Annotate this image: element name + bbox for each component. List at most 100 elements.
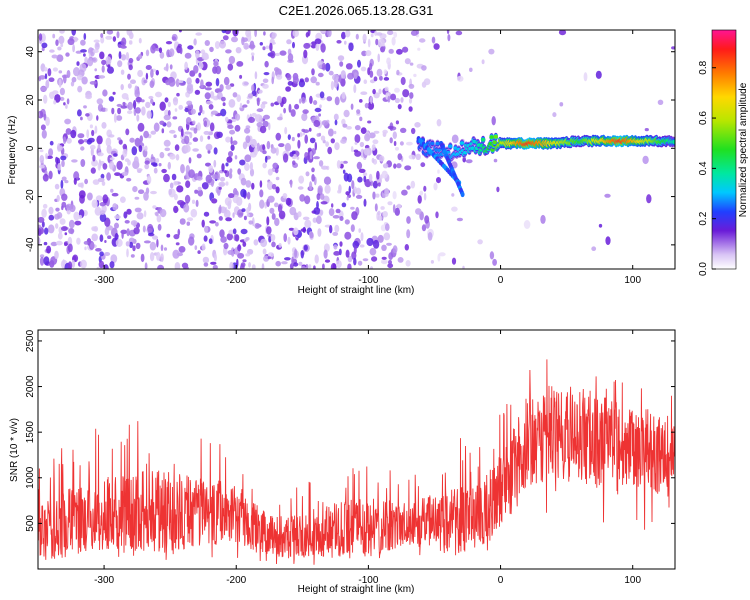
noise-blob (371, 157, 375, 164)
noise-blob (275, 147, 279, 156)
noise-blob (242, 141, 248, 150)
noise-blob (167, 110, 171, 117)
noise-blob (201, 110, 205, 115)
noise-blob (202, 55, 209, 60)
noise-blob (421, 224, 427, 232)
x-tick-label: -100 (358, 575, 378, 586)
noise-blob (174, 262, 181, 269)
noise-blob (337, 55, 345, 61)
noise-blob (161, 168, 167, 174)
noise-blob (65, 52, 70, 57)
noise-blob (186, 221, 191, 226)
noise-blob (196, 153, 202, 159)
noise-blob (204, 87, 212, 91)
noise-blob (261, 263, 265, 269)
noise-blob (330, 138, 335, 144)
noise-blob (397, 153, 403, 161)
noise-blob (374, 203, 378, 212)
noise-blob (418, 38, 426, 43)
noise-blob (337, 189, 342, 194)
noise-blob (44, 227, 49, 235)
noise-blob (196, 122, 201, 131)
y-tick-label: 2000 (25, 375, 36, 398)
noise-blob (213, 61, 219, 67)
noise-blob (77, 133, 85, 139)
noise-blob (364, 133, 371, 142)
noise-blob (436, 177, 441, 184)
noise-blob (126, 228, 130, 237)
noise-blob (274, 202, 279, 208)
x-tick-label: -200 (226, 275, 246, 286)
noise-blob (42, 173, 49, 182)
noise-blob (122, 148, 128, 158)
noise-blob (304, 134, 309, 144)
noise-blob (263, 31, 266, 36)
noise-blob (336, 160, 341, 169)
noise-blob (45, 79, 50, 89)
noise-blob (380, 258, 388, 265)
noise-blob (130, 254, 135, 258)
noise-blob (93, 39, 100, 43)
noise-blob (236, 94, 241, 102)
noise-blob (362, 258, 369, 262)
x-tick-label: 100 (624, 275, 641, 286)
signal-tail-cell (460, 191, 465, 198)
noise-blob (339, 216, 344, 221)
noise-blob (250, 52, 255, 56)
noise-blob (377, 234, 384, 243)
noise-blob (423, 185, 427, 192)
noise-blob (598, 223, 603, 228)
noise-blob (392, 204, 396, 213)
noise-blob (415, 208, 422, 215)
noise-blob (361, 50, 367, 57)
noise-blob (262, 248, 267, 255)
noise-blob (97, 177, 105, 183)
noise-blob (116, 103, 123, 107)
noise-blob (195, 50, 200, 59)
noise-blob (314, 107, 322, 113)
noise-blob (104, 252, 111, 256)
noise-blob (406, 185, 411, 190)
noise-blob (179, 218, 186, 225)
noise-blob (114, 172, 121, 177)
noise-blob (98, 75, 106, 79)
noise-blob (174, 108, 178, 112)
noise-blob (423, 78, 431, 86)
noise-blob (326, 96, 333, 102)
noise-blob (203, 262, 209, 267)
noise-blob (363, 147, 370, 156)
noise-blob (275, 132, 282, 141)
noise-blob (122, 101, 126, 106)
noise-blob (369, 266, 374, 269)
noise-blob (92, 154, 96, 162)
noise-blob (56, 54, 64, 62)
noise-blob (411, 127, 416, 135)
noise-blob (419, 190, 424, 196)
noise-blob (559, 102, 564, 107)
noise-blob (173, 180, 178, 186)
noise-blob (202, 256, 210, 264)
noise-blob (282, 153, 289, 163)
noise-blob (44, 73, 48, 80)
noise-blob (97, 162, 101, 171)
noise-blob (367, 101, 375, 110)
noise-blob (99, 202, 106, 207)
noise-blob (309, 150, 313, 160)
noise-blob (102, 194, 109, 204)
noise-blob (271, 183, 277, 190)
noise-blob (336, 260, 342, 269)
noise-blob (143, 79, 148, 84)
noise-blob (73, 211, 80, 221)
noise-blob (294, 248, 298, 258)
noise-blob (134, 207, 142, 213)
noise-blob (209, 220, 217, 224)
noise-blob (173, 205, 179, 214)
noise-blob (319, 30, 326, 33)
noise-blob (245, 253, 251, 257)
noise-blob (87, 192, 93, 201)
noise-blob (319, 209, 324, 216)
noise-blob (321, 120, 329, 126)
noise-blob (469, 67, 473, 73)
noise-blob (172, 249, 180, 259)
noise-blob (367, 67, 371, 76)
